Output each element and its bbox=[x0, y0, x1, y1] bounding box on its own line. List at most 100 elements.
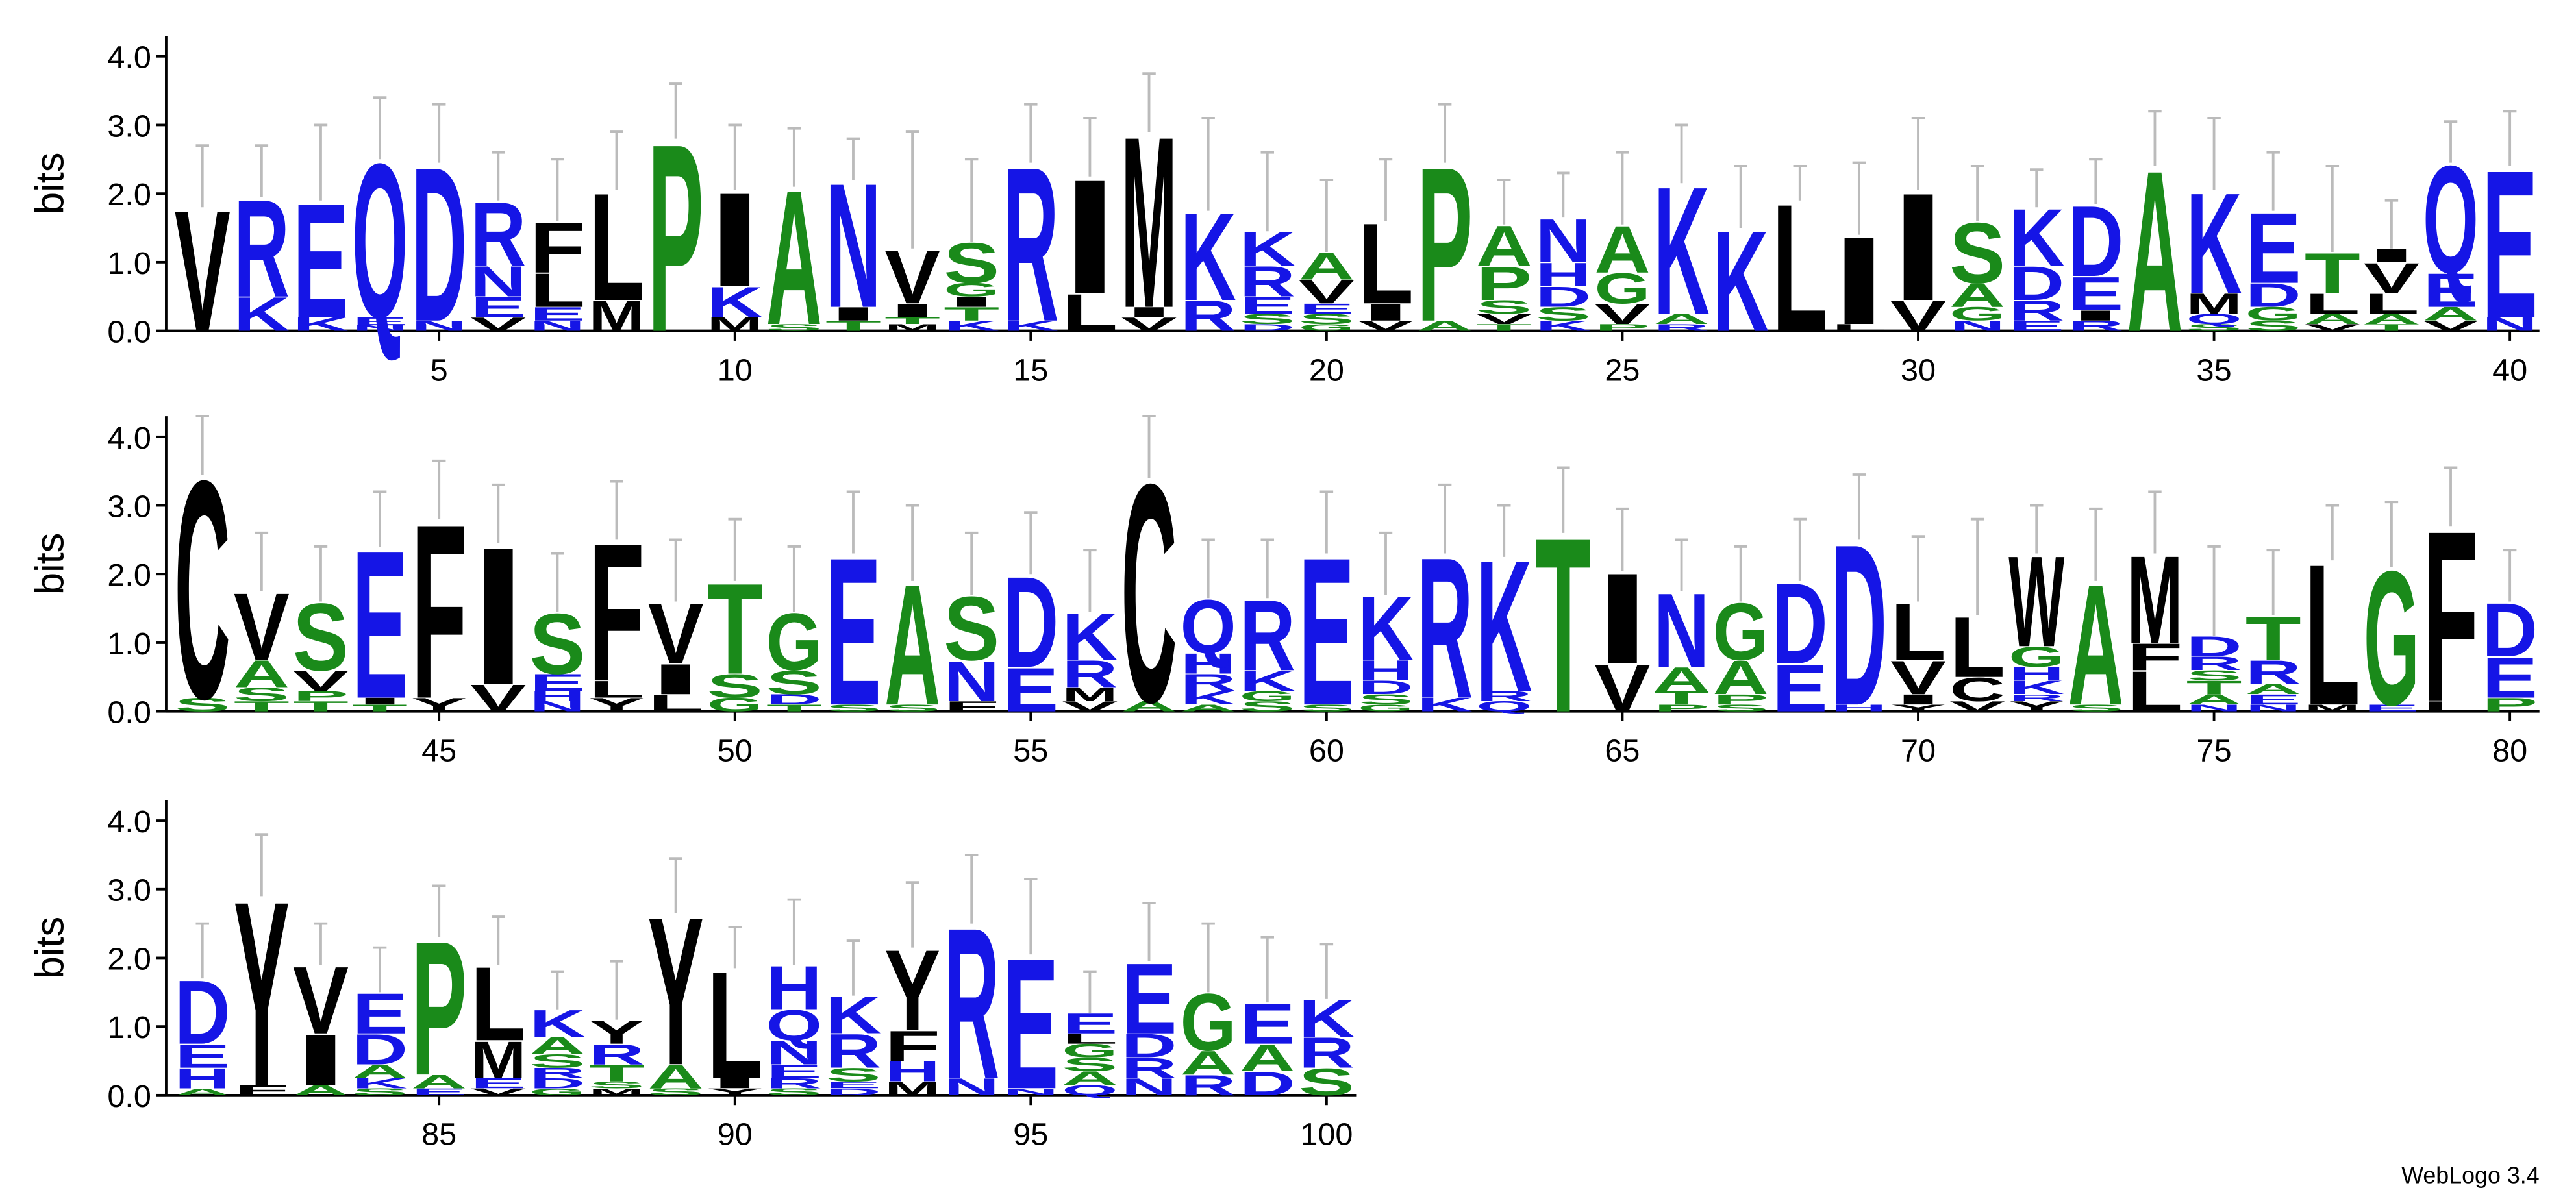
error-bar bbox=[1438, 103, 1452, 163]
letter: Y bbox=[707, 1087, 763, 1097]
letter: Y bbox=[1890, 702, 1946, 713]
letter: Q bbox=[2186, 311, 2242, 327]
letter: S bbox=[884, 702, 940, 713]
letter: F bbox=[234, 1082, 290, 1098]
letter: S bbox=[1240, 699, 1295, 715]
letter: V bbox=[1594, 651, 1650, 726]
y-tick-label: 0.0 bbox=[107, 1079, 151, 1114]
letter: T bbox=[234, 699, 290, 715]
error-bar bbox=[964, 158, 979, 242]
error-bar bbox=[787, 545, 801, 612]
letter: N bbox=[944, 1073, 999, 1100]
letter: S bbox=[944, 231, 999, 295]
letter: S bbox=[2245, 317, 2301, 334]
letter: D bbox=[1240, 1065, 1295, 1102]
letter: I bbox=[1890, 691, 1946, 708]
y-axis-label: bits bbox=[27, 533, 72, 595]
letter: A bbox=[234, 652, 290, 695]
letter: S bbox=[2068, 702, 2123, 713]
letter: S bbox=[1713, 702, 1769, 713]
letter: G bbox=[1181, 978, 1236, 1069]
error-bar bbox=[669, 538, 682, 602]
letter: D bbox=[2482, 588, 2538, 673]
x-tick-label: 45 bbox=[421, 733, 456, 768]
letter: M bbox=[2186, 288, 2242, 320]
y-tick-label: 0.0 bbox=[107, 695, 151, 730]
error-bar bbox=[2207, 116, 2221, 190]
letter: V bbox=[470, 677, 526, 720]
letter: T bbox=[884, 316, 940, 327]
letter: N bbox=[944, 649, 999, 713]
letter: S bbox=[352, 1087, 408, 1097]
letter: I bbox=[884, 300, 940, 321]
letter: Q bbox=[1062, 1082, 1118, 1098]
x-tick-label: 40 bbox=[2492, 353, 2527, 388]
letter: L bbox=[529, 264, 585, 317]
letter: L bbox=[470, 945, 526, 1063]
error-bar bbox=[1142, 901, 1156, 961]
letter: A bbox=[648, 1058, 704, 1095]
error-bar bbox=[551, 552, 564, 612]
letter: V bbox=[1476, 311, 1532, 327]
letter: L bbox=[589, 162, 645, 333]
letter: D bbox=[2245, 277, 2301, 314]
x-tick-label: 25 bbox=[1605, 353, 1640, 388]
error-bar bbox=[964, 853, 979, 924]
error-bar bbox=[610, 960, 623, 1020]
letter: A bbox=[1654, 311, 1710, 327]
error-bar bbox=[787, 127, 801, 187]
letter: G bbox=[766, 597, 822, 688]
letter: A bbox=[2186, 691, 2242, 708]
letter: S bbox=[707, 667, 763, 705]
letter: T bbox=[1476, 322, 1532, 333]
error-bar bbox=[492, 915, 505, 965]
letter: S bbox=[1299, 702, 1355, 713]
letter: R bbox=[2068, 318, 2123, 334]
y-tick-label: 4.0 bbox=[107, 804, 151, 839]
letter: V bbox=[470, 314, 526, 335]
letter: R bbox=[1299, 1029, 1355, 1077]
error-bar bbox=[2029, 168, 2044, 208]
letter: H bbox=[1181, 648, 1236, 680]
letter: N bbox=[1949, 318, 2005, 334]
letter: I bbox=[1121, 304, 1177, 320]
error-bar bbox=[255, 531, 269, 591]
letter: L bbox=[648, 689, 704, 716]
letter: P bbox=[1594, 322, 1650, 332]
letter: E bbox=[1240, 292, 1295, 319]
letter: V bbox=[1358, 317, 1414, 334]
letter: D bbox=[2186, 631, 2242, 663]
letter: E bbox=[529, 669, 585, 696]
letter: G bbox=[2008, 641, 2064, 673]
letter: I bbox=[352, 696, 408, 706]
letter: E bbox=[2364, 702, 2420, 713]
letter: A bbox=[1181, 1045, 1236, 1082]
y-tick-label: 0.0 bbox=[107, 314, 151, 349]
letter: N bbox=[411, 318, 467, 334]
error-bar bbox=[2444, 120, 2458, 163]
letter: E bbox=[2423, 264, 2479, 317]
error-bar bbox=[2089, 507, 2103, 581]
letter: K bbox=[707, 279, 763, 327]
letter: L bbox=[1890, 586, 1946, 677]
letter: K bbox=[2008, 677, 2064, 699]
letter: K bbox=[944, 318, 999, 334]
letter: V bbox=[293, 948, 349, 1054]
letter: S bbox=[1062, 1054, 1118, 1075]
error-bar bbox=[432, 459, 446, 519]
x-tick-label: 60 bbox=[1309, 733, 1344, 768]
error-bar bbox=[1497, 179, 1511, 225]
letter: S bbox=[2186, 667, 2242, 684]
letter: G bbox=[944, 279, 999, 301]
letter: E bbox=[2245, 192, 2301, 304]
error-bar bbox=[492, 151, 505, 201]
x-tick-label: 65 bbox=[1605, 733, 1640, 768]
letter: M bbox=[707, 314, 763, 335]
x-tick-label: 15 bbox=[1013, 353, 1048, 388]
letter: L bbox=[1772, 167, 1828, 370]
letter: K bbox=[1417, 694, 1473, 715]
y-tick-label: 2.0 bbox=[107, 558, 151, 593]
letter: T bbox=[2305, 242, 2360, 306]
letter: D bbox=[1358, 677, 1414, 699]
letter: R bbox=[766, 1075, 822, 1091]
